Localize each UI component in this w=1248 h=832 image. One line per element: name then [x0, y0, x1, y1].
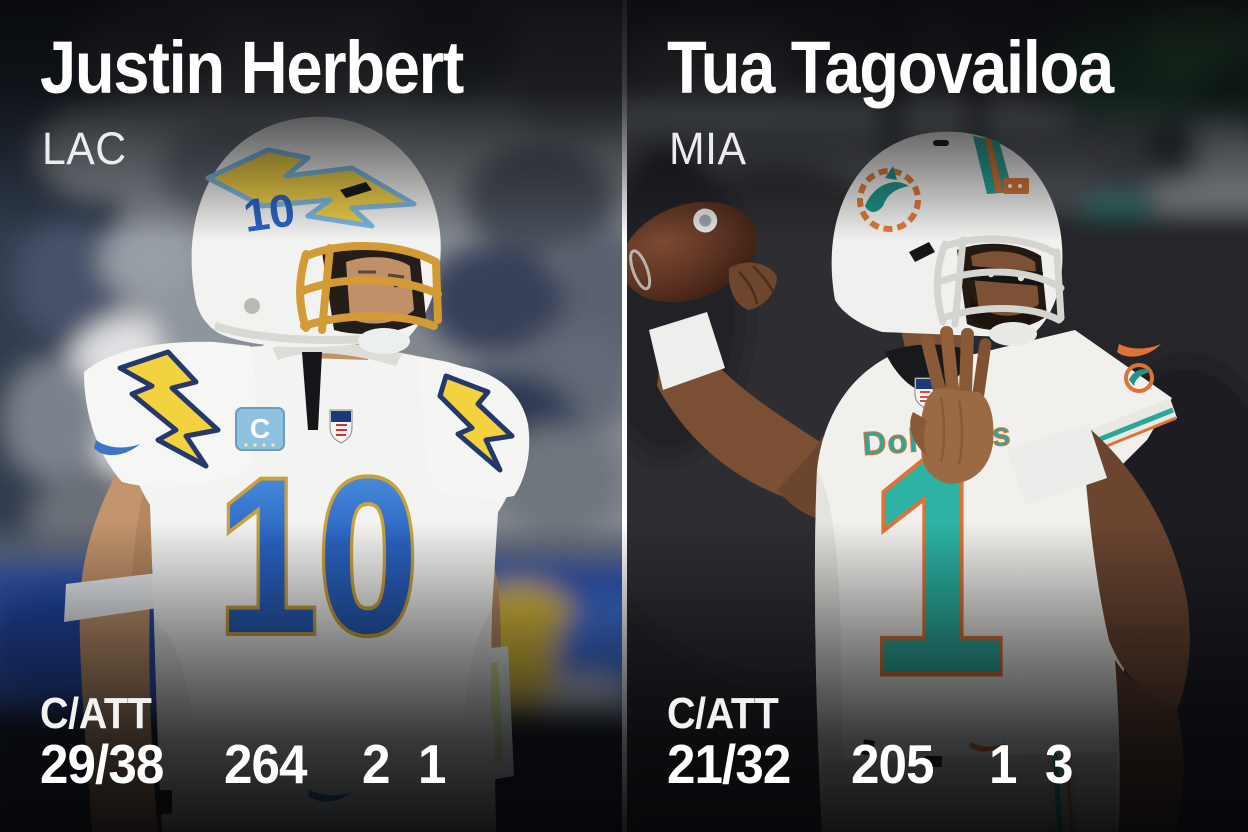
stat-td-right: 1 [989, 733, 1017, 795]
stat-int-left: 1 [418, 733, 446, 795]
stat-label-right: C/ATT [667, 689, 779, 738]
team-code-left: LAC [42, 123, 127, 174]
panel-divider [622, 0, 627, 832]
stat-yards-right: 205 [851, 733, 934, 795]
helmet-facemask [933, 235, 1065, 328]
herbert-left-shoulder-bolt [84, 341, 256, 487]
stat-yards-left: 264 [224, 733, 307, 795]
helmet-facemask [296, 241, 442, 334]
wristband-right [649, 312, 725, 390]
player-name-left: Justin Herbert [40, 26, 464, 109]
stat-catt-right: 21/32 [667, 733, 791, 795]
captain-patch: C [235, 407, 285, 451]
nike-swoosh-icon [1117, 344, 1161, 357]
stat-catt-left: 29/38 [40, 733, 164, 795]
team-code-right: MIA [669, 123, 747, 174]
raised-hand [910, 326, 994, 484]
wristband-left [1007, 424, 1107, 506]
stat-td-left: 2 [362, 733, 390, 795]
tua-text-overlay: Tua Tagovailoa MIA C/ATT 21/32 205 1 3 [627, 0, 1248, 832]
nfl-shield-icon [329, 409, 353, 444]
captain-patch-letter: C [250, 413, 270, 444]
stat-label-left: C/ATT [40, 689, 152, 738]
stat-int-right: 3 [1045, 733, 1073, 795]
player-name-right: Tua Tagovailoa [667, 26, 1114, 109]
dolphins-sleeve-logo-icon [1124, 363, 1154, 393]
herbert-text-overlay: Justin Herbert LAC C/ATT 29/38 264 2 1 [0, 0, 622, 832]
herbert-right-shoulder-bolt [420, 358, 530, 499]
